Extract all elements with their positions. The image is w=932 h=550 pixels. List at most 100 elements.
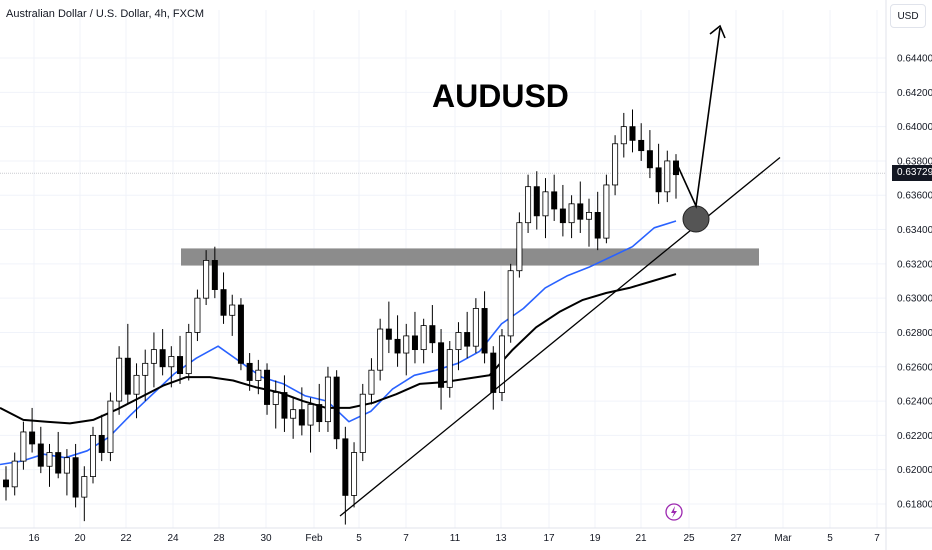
time-tick-label: 21 bbox=[635, 533, 647, 544]
time-tick-label: Mar bbox=[774, 533, 792, 544]
candle-body[interactable] bbox=[11, 460, 18, 488]
time-axis[interactable]: 16 20 22 24 28 30 Feb 5 7 11 13 17 19 21 25 27 Mar 5 7 bbox=[0, 527, 932, 544]
candle-body[interactable] bbox=[333, 376, 340, 440]
candle-body[interactable] bbox=[577, 203, 584, 220]
time-tick-label: 22 bbox=[120, 533, 132, 544]
candle-body[interactable] bbox=[455, 332, 462, 351]
candle-body[interactable] bbox=[237, 304, 244, 364]
candle-body[interactable] bbox=[290, 409, 297, 419]
candle-body[interactable] bbox=[194, 297, 201, 333]
candle-body[interactable] bbox=[272, 392, 279, 405]
candle-body[interactable] bbox=[585, 211, 592, 220]
candle-body[interactable] bbox=[63, 457, 70, 474]
candle-body[interactable] bbox=[90, 434, 97, 477]
candle-body[interactable] bbox=[377, 328, 384, 371]
target-zone-marker[interactable] bbox=[682, 205, 710, 233]
time-tick-label: 16 bbox=[28, 533, 40, 544]
candle-body[interactable] bbox=[203, 260, 210, 299]
candle-body[interactable] bbox=[150, 349, 157, 364]
support-zone-rect[interactable] bbox=[181, 248, 759, 266]
candle-body[interactable] bbox=[124, 357, 131, 395]
time-tick-label: 30 bbox=[260, 533, 272, 544]
candle-body[interactable] bbox=[464, 332, 471, 347]
price-tick-label: 0.64000 bbox=[897, 122, 932, 133]
candle-body[interactable] bbox=[368, 369, 375, 395]
projection-path[interactable] bbox=[675, 27, 721, 209]
chart-title: AUDUSD bbox=[432, 78, 569, 114]
candle-body[interactable] bbox=[229, 304, 236, 316]
candle-body[interactable] bbox=[559, 208, 566, 224]
candle-body[interactable] bbox=[220, 289, 227, 316]
candle-body[interactable] bbox=[568, 203, 575, 224]
candle-body[interactable] bbox=[411, 335, 418, 351]
symbol-label: Australian Dollar / U.S. Dollar, 4h, FXC… bbox=[6, 8, 205, 20]
price-tick-label: 0.62000 bbox=[897, 465, 932, 476]
candle-body[interactable] bbox=[351, 452, 358, 496]
candle-body[interactable] bbox=[603, 184, 610, 239]
price-tick-label: 0.63600 bbox=[897, 191, 932, 202]
candle-body[interactable] bbox=[664, 160, 671, 193]
candle-body[interactable] bbox=[281, 392, 288, 419]
price-tick-label: 0.64400 bbox=[897, 54, 932, 65]
candle-body[interactable] bbox=[142, 362, 149, 376]
candle-body[interactable] bbox=[29, 431, 36, 445]
candle-body[interactable] bbox=[629, 126, 636, 141]
candle-body[interactable] bbox=[37, 443, 44, 467]
price-tick-label: 0.61800 bbox=[897, 499, 932, 510]
candle-body[interactable] bbox=[177, 356, 184, 375]
lightning-icon[interactable] bbox=[665, 503, 683, 521]
candle-body[interactable] bbox=[490, 352, 497, 393]
candle-body[interactable] bbox=[429, 325, 436, 344]
candle-body[interactable] bbox=[542, 191, 549, 217]
candle-body[interactable] bbox=[55, 452, 62, 474]
candle-body[interactable] bbox=[133, 374, 140, 395]
candle-body[interactable] bbox=[342, 438, 349, 496]
candle-body[interactable] bbox=[211, 260, 218, 290]
candle-body[interactable] bbox=[525, 186, 532, 224]
candle-body[interactable] bbox=[168, 356, 175, 368]
candle-body[interactable] bbox=[316, 404, 323, 423]
candle-body[interactable] bbox=[3, 479, 9, 488]
candle-body[interactable] bbox=[446, 349, 453, 388]
candle-body[interactable] bbox=[516, 222, 523, 272]
candle-body[interactable] bbox=[81, 476, 88, 498]
candle-body[interactable] bbox=[185, 332, 192, 375]
candle-body[interactable] bbox=[159, 349, 166, 368]
candle-body[interactable] bbox=[594, 211, 601, 239]
candle-body[interactable] bbox=[655, 167, 662, 193]
candle-body[interactable] bbox=[620, 126, 627, 145]
candle-body[interactable] bbox=[420, 325, 427, 351]
candle-body[interactable] bbox=[533, 186, 540, 217]
candle-body[interactable] bbox=[324, 376, 331, 423]
candle-body[interactable] bbox=[298, 409, 305, 426]
candle-body[interactable] bbox=[72, 457, 79, 498]
candle-body[interactable] bbox=[507, 270, 514, 337]
candle-body[interactable] bbox=[116, 357, 123, 402]
candle-body[interactable] bbox=[403, 335, 410, 354]
candle-body[interactable] bbox=[638, 139, 645, 152]
candle-body[interactable] bbox=[359, 393, 366, 453]
price-tick-label: 0.62200 bbox=[897, 431, 932, 442]
candle-body[interactable] bbox=[107, 400, 114, 453]
candle-body[interactable] bbox=[264, 369, 271, 405]
candle-body[interactable] bbox=[307, 404, 314, 426]
candle-body[interactable] bbox=[646, 150, 653, 169]
candle-body[interactable] bbox=[98, 434, 105, 453]
candle-body[interactable] bbox=[46, 452, 53, 467]
candle-body[interactable] bbox=[438, 342, 445, 388]
support-zone-layer bbox=[0, 172, 886, 266]
candle-body[interactable] bbox=[246, 362, 253, 381]
candle-body[interactable] bbox=[385, 328, 392, 340]
candle-body[interactable] bbox=[481, 308, 488, 354]
candle-body[interactable] bbox=[472, 308, 479, 347]
candle-body[interactable] bbox=[551, 191, 558, 210]
candle-body[interactable] bbox=[612, 143, 619, 186]
candle-body[interactable] bbox=[20, 431, 27, 462]
candle-body[interactable] bbox=[394, 338, 401, 354]
candle-body[interactable] bbox=[255, 369, 262, 381]
candle-body[interactable] bbox=[498, 335, 505, 393]
currency-button[interactable]: USD bbox=[890, 4, 926, 28]
price-axis[interactable]: 0.64400 0.64200 0.64000 0.63800 0.63600 0.634… bbox=[885, 0, 932, 550]
price-tick-label: 0.62400 bbox=[897, 397, 932, 408]
